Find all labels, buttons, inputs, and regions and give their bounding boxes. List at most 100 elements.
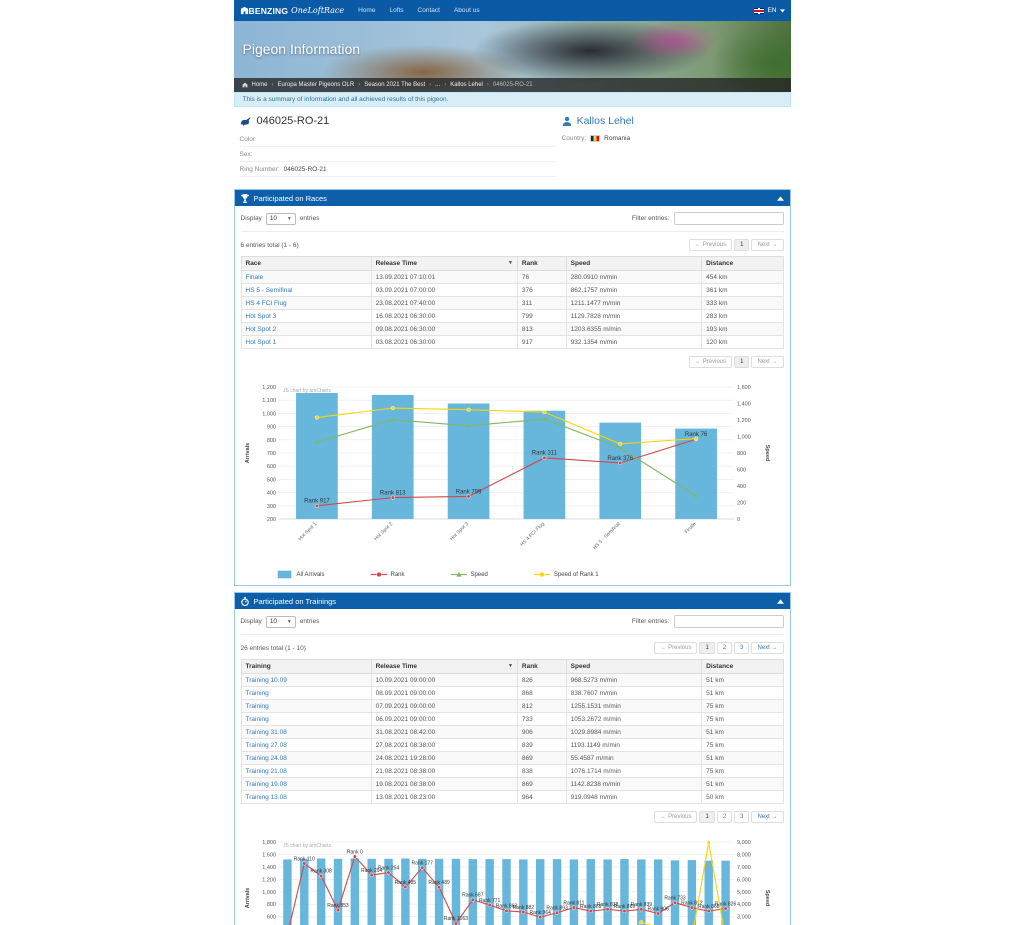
row-link[interactable]: Training 27.08 (245, 741, 287, 749)
pagination-next[interactable]: Next → (751, 642, 784, 654)
nav-item-contact[interactable]: Contact (417, 7, 440, 14)
owner-row: Kallos Lehel (562, 115, 785, 127)
races-panel-title: Participated on Races (253, 193, 327, 203)
table-cell: Hot Spot 3 (240, 309, 372, 323)
races-panel: Participated on Races Display 10 ▼ entrie… (233, 189, 791, 586)
brand-logo[interactable]: BENZING OneLoftRace (240, 6, 344, 16)
row-link[interactable]: Training 21.08 (245, 767, 287, 775)
row-link[interactable]: HS 4 FCI Flug (245, 299, 287, 307)
column-header-training[interactable]: Training (240, 659, 372, 674)
pagination-previous[interactable]: ← Previous (654, 642, 698, 654)
svg-text:1,400: 1,400 (737, 402, 751, 408)
trainings-filter-input[interactable] (673, 615, 784, 628)
row-link[interactable]: Training (245, 702, 269, 710)
pagination-page-1[interactable]: 1 (699, 642, 715, 654)
trainings-panel-body: Display 10 ▼ entries Filter entries: 26 e… (235, 609, 790, 925)
pagination-page-2[interactable]: 2 (716, 811, 733, 823)
legend-item-rank[interactable]: Rank (370, 570, 405, 579)
pagination-page-1[interactable]: 1 (699, 811, 715, 823)
color-row: Color: (239, 132, 556, 147)
chevron-up-icon (776, 598, 784, 604)
row-link[interactable]: Finale (245, 273, 264, 281)
table-cell: 454 km (701, 270, 784, 284)
column-header-release-time[interactable]: Release Time ▼ (370, 659, 518, 674)
svg-text:Rank 826: Rank 826 (714, 901, 736, 907)
table-cell: 51 km (701, 777, 784, 791)
races-filter-input[interactable] (673, 212, 784, 225)
trainings-page-size-select[interactable]: 10 ▼ (265, 615, 296, 628)
svg-text:Rank 376: Rank 376 (607, 456, 633, 462)
table-cell: 75 km (701, 738, 784, 752)
row-link[interactable]: Training (245, 689, 269, 697)
svg-text:Arrivals: Arrivals (245, 443, 251, 464)
table-row: Training 10.09 10.09.2021 09:00:00 826 968.… (240, 673, 784, 687)
svg-text:Rank 838: Rank 838 (596, 902, 618, 908)
column-header-speed[interactable]: Speed (565, 256, 703, 271)
pagination-previous[interactable]: ← Previous (689, 356, 733, 368)
nav-item-home[interactable]: Home (358, 7, 376, 14)
table-cell: 24.08.2021 19:28:00 (370, 751, 518, 765)
pagination-page-3[interactable]: 3 (734, 811, 750, 823)
column-header-distance[interactable]: Distance (701, 256, 784, 271)
pagination-page-1[interactable]: 1 (734, 356, 750, 368)
row-link[interactable]: HS 5 - Semifinal (245, 286, 293, 294)
breadcrumb-item[interactable]: Season 2021 The Best (364, 82, 426, 88)
svg-text:600: 600 (266, 464, 275, 470)
races-icon (240, 193, 249, 203)
pagination-next[interactable]: Next → (751, 356, 784, 368)
table-cell: 19.08.2021 08:38:00 (370, 777, 518, 791)
breadcrumb-item[interactable]: ... (435, 82, 441, 88)
nav-item-lofts[interactable]: Lofts (389, 7, 404, 14)
row-link[interactable]: Training 19.08 (245, 780, 287, 788)
table-cell: 733 (516, 712, 567, 726)
table-cell: 08.09.2021 09:00:00 (370, 686, 518, 700)
table-cell: HS 4 FCI Flug (240, 296, 372, 310)
trainings-panel: Participated on Trainings Display 10 ▼ en… (233, 592, 791, 925)
romania-flag-icon (590, 135, 601, 142)
column-header-distance[interactable]: Distance (701, 659, 784, 674)
table-row: Training 27.08 27.08.2021 08:38:00 839 1193… (240, 738, 784, 752)
pagination-page-3[interactable]: 3 (734, 642, 750, 654)
svg-text:Rank 839: Rank 839 (630, 902, 652, 908)
row-link[interactable]: Training 13.08 (245, 793, 287, 801)
pagination-previous[interactable]: ← Previous (654, 811, 698, 823)
column-header-release-time[interactable]: Release Time ▼ (370, 256, 518, 271)
table-row: Hot Spot 1 03.08.2021 06:30:00 917 932.1354… (240, 335, 784, 349)
breadcrumb-item[interactable]: Home (251, 82, 268, 88)
row-link[interactable]: Hot Spot 3 (245, 312, 277, 320)
column-header-rank[interactable]: Rank (516, 256, 567, 271)
column-header-race[interactable]: Race (240, 256, 372, 271)
table-cell: 839 (516, 738, 567, 752)
column-header-rank[interactable]: Rank (516, 659, 567, 674)
legend-item-speed-of-rank-1[interactable]: Speed of Rank 1 (533, 570, 599, 579)
row-link[interactable]: Hot Spot 2 (245, 325, 277, 333)
owner-link[interactable]: Kallos Lehel (576, 115, 634, 127)
legend-item-speed[interactable]: Speed (450, 570, 488, 579)
legend-item-all-arrivals[interactable]: All Arrivals (277, 570, 325, 579)
races-page-size-select[interactable]: 10 ▼ (265, 212, 296, 225)
pigeon-details: 046025-RO-21 Color: Sex: Ring Number: 046… (239, 115, 556, 177)
column-header-speed[interactable]: Speed (565, 659, 703, 674)
trainings-panel-header[interactable]: Participated on Trainings (234, 593, 790, 609)
row-link[interactable]: Training 31.08 (245, 728, 287, 736)
pagination-page-1[interactable]: 1 (734, 239, 750, 251)
pagination-next[interactable]: Next → (751, 811, 784, 823)
row-link[interactable]: Training 24.08 (245, 754, 287, 762)
pagination-page-2[interactable]: 2 (716, 642, 733, 654)
row-link[interactable]: Training (245, 715, 269, 723)
svg-text:Rank 733: Rank 733 (664, 895, 686, 901)
breadcrumb-item[interactable]: Kallos Lehel (450, 82, 483, 88)
language-selector[interactable]: EN (754, 7, 785, 14)
table-cell: 1029.8984 m/min (565, 725, 703, 739)
row-link[interactable]: Training 10.09 (245, 676, 287, 684)
svg-text:1,600: 1,600 (737, 385, 751, 391)
races-panel-header[interactable]: Participated on Races (234, 190, 790, 206)
pagination-next[interactable]: Next → (751, 239, 784, 251)
row-link[interactable]: Hot Spot 1 (245, 338, 277, 346)
table-cell: 03.08.2021 06:30:00 (370, 335, 518, 349)
breadcrumb-item[interactable]: Europa Master Pigeons OLR (277, 82, 355, 88)
pagination-previous[interactable]: ← Previous (689, 239, 733, 251)
nav-item-about-us[interactable]: About us (453, 7, 480, 14)
svg-text:800: 800 (266, 438, 275, 444)
